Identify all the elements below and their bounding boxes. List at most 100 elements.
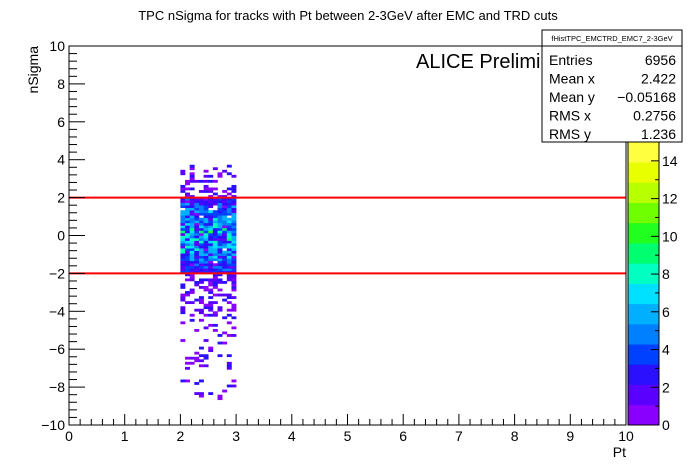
- heatmap-cell: [231, 384, 237, 388]
- heatmap-cell: [189, 187, 195, 191]
- heatmap-cell: [222, 253, 228, 257]
- heatmap-cell: [185, 195, 190, 198]
- heatmap-cell: [189, 230, 195, 234]
- colorbar-swatch: [628, 323, 659, 345]
- heatmap-cell: [194, 283, 200, 287]
- heatmap-cell: [180, 184, 186, 188]
- heatmap-cell: [203, 268, 209, 272]
- heatmap-cell: [194, 308, 200, 312]
- heatmap-cell: [222, 207, 228, 211]
- colorbar-swatch: [628, 182, 659, 204]
- x-tick-label: 0: [65, 428, 73, 444]
- heatmap-cell: [208, 243, 214, 246]
- heatmap-cell: [217, 293, 223, 297]
- heatmap-cell: [198, 232, 204, 236]
- heatmap-cell: [212, 215, 218, 219]
- heatmap-cell: [212, 187, 218, 191]
- heatmap-cell: [180, 202, 186, 206]
- heatmap-cell: [198, 253, 204, 257]
- heatmap-cell: [212, 270, 218, 274]
- y-tick-label: 8: [57, 76, 65, 92]
- heatmap-cell: [212, 240, 218, 244]
- heatmap-cell: [226, 210, 232, 214]
- heatmap-cell: [217, 270, 223, 274]
- heatmap-cell: [231, 286, 237, 289]
- colorbar-swatch: [628, 384, 659, 406]
- stats-row-label: Entries: [549, 52, 593, 68]
- heatmap-cell: [231, 200, 237, 203]
- colorbar-swatch: [628, 162, 659, 183]
- heatmap-cell: [231, 265, 237, 269]
- heatmap-cell: [231, 230, 237, 234]
- heatmap-cell: [226, 217, 232, 221]
- heatmap-cell: [222, 238, 228, 241]
- heatmap-cell: [226, 230, 232, 234]
- heatmap-cell: [198, 379, 204, 383]
- heatmap-cell: [212, 202, 218, 206]
- heatmap-cell: [198, 265, 204, 269]
- heatmap-cell: [185, 215, 190, 219]
- heatmap-cell: [226, 384, 232, 388]
- heatmap-cell: [198, 230, 204, 234]
- heatmap-cell: [231, 258, 237, 262]
- heatmap-cell: [222, 232, 228, 236]
- heatmap-cell: [212, 227, 218, 231]
- heatmap-cell: [198, 227, 204, 231]
- heatmap-cell: [203, 232, 209, 236]
- heatmap-cell: [180, 172, 186, 176]
- heatmap-cell: [222, 245, 228, 249]
- heatmap-cell: [208, 253, 214, 257]
- heatmap-cell: [180, 227, 186, 231]
- heatmap-cell: [189, 167, 195, 171]
- heatmap-cell: [222, 263, 228, 267]
- heatmap-cell: [208, 220, 214, 224]
- heatmap-cell: [217, 397, 223, 401]
- heatmap-cell: [226, 270, 232, 274]
- heatmap-cell: [198, 179, 204, 183]
- heatmap-cell: [185, 260, 190, 264]
- heatmap-cell: [231, 174, 237, 178]
- heatmap-cell: [180, 190, 186, 193]
- heatmap-cell: [198, 394, 204, 398]
- heatmap-cell: [194, 248, 200, 251]
- heatmap-cell: [208, 349, 214, 353]
- heatmap-cell: [231, 232, 237, 236]
- heatmap-cell: [180, 169, 186, 173]
- heatmap-cell: [217, 220, 223, 224]
- heatmap-cell: [185, 225, 190, 229]
- heatmap-cell: [208, 248, 214, 251]
- heatmap-cell: [231, 195, 237, 198]
- heatmap-cell: [185, 253, 190, 257]
- heatmap-cell: [194, 280, 200, 284]
- heatmap-cell: [231, 197, 237, 201]
- heatmap-cell: [198, 255, 204, 259]
- heatmap-cell: [217, 215, 223, 219]
- heatmap-cell: [180, 339, 186, 342]
- heatmap-cell: [189, 263, 195, 267]
- x-tick-label: 5: [344, 428, 352, 444]
- heatmap-cell: [180, 258, 186, 262]
- heatmap-cell: [212, 280, 218, 284]
- heatmap-cell: [222, 389, 228, 393]
- heatmap-cell: [189, 195, 195, 198]
- heatmap-cell: [203, 217, 209, 221]
- heatmap-cell: [180, 200, 186, 203]
- heatmap-cell: [185, 238, 190, 241]
- heatmap-cell: [217, 268, 223, 272]
- heatmap-cell: [194, 179, 200, 183]
- heatmap-cell: [208, 200, 214, 203]
- heatmap-cell: [180, 268, 186, 272]
- heatmap-cell: [203, 288, 209, 292]
- stats-row-label: RMS x: [549, 108, 591, 124]
- heatmap-cell: [203, 207, 209, 211]
- heatmap-cell: [185, 222, 190, 226]
- heatmap-cell: [203, 187, 209, 191]
- heatmap-cell: [212, 328, 218, 332]
- heatmap-cell: [180, 283, 186, 287]
- heatmap-cell: [185, 291, 190, 294]
- heatmap-cell: [203, 227, 209, 231]
- heatmap-cell: [189, 232, 195, 236]
- heatmap-cell: [198, 245, 204, 249]
- heatmap-cell: [222, 215, 228, 219]
- stats-row-value: −0.05168: [617, 89, 676, 105]
